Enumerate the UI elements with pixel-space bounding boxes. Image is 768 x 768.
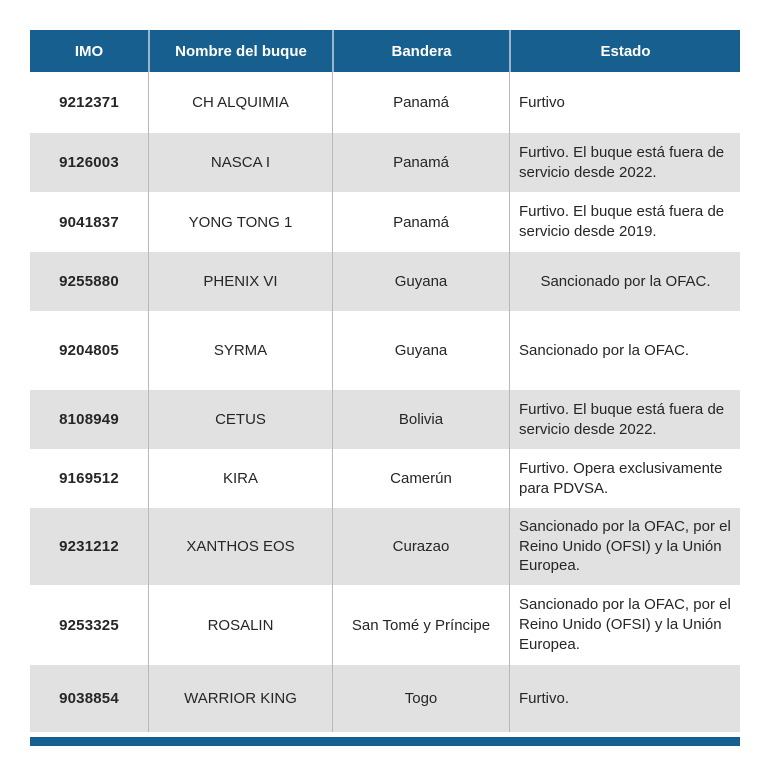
cell-bandera: Curazao [332,508,509,585]
cell-nombre: WARRIOR KING [148,665,332,732]
table-row: 9204805 SYRMA Guyana Sancionado por la O… [30,311,740,390]
cell-bandera: San Tomé y Príncipe [332,585,509,665]
cell-estado: Furtivo [509,72,740,133]
table-row: 9041837 YONG TONG 1 Panamá Furtivo. El b… [30,192,740,252]
column-header-nombre: Nombre del buque [148,30,332,72]
cell-nombre: CETUS [148,390,332,449]
table-row: 9038854 WARRIOR KING Togo Furtivo. [30,665,740,732]
table-row: 9212371 CH ALQUIMIA Panamá Furtivo [30,72,740,133]
cell-nombre: ROSALIN [148,585,332,665]
cell-nombre: KIRA [148,449,332,508]
cell-imo: 9169512 [59,470,119,487]
cell-imo: 9126003 [59,154,119,171]
column-header-imo: IMO [30,30,148,72]
cell-estado: Furtivo. El buque está fuera de servicio… [509,390,740,449]
cell-imo: 9212371 [59,94,119,111]
table-row: 8108949 CETUS Bolivia Furtivo. El buque … [30,390,740,449]
cell-imo: 9231212 [59,538,119,555]
table-body: 9212371 CH ALQUIMIA Panamá Furtivo 91260… [30,72,740,732]
cell-imo: 9204805 [59,342,119,359]
cell-nombre: CH ALQUIMIA [148,72,332,133]
cell-estado: Sancionado por la OFAC, por el Reino Uni… [509,508,740,585]
table-row: 9253325 ROSALIN San Tomé y Príncipe Sanc… [30,585,740,665]
cell-estado: Furtivo. Opera exclusivamente para PDVSA… [509,449,740,508]
cell-bandera: Bolivia [332,390,509,449]
cell-bandera: Togo [332,665,509,732]
cell-nombre: PHENIX VI [148,252,332,311]
cell-bandera: Camerún [332,449,509,508]
cell-bandera: Guyana [332,252,509,311]
cell-estado: Sancionado por la OFAC. [509,311,740,390]
cell-estado: Furtivo. El buque está fuera de servicio… [509,192,740,252]
cell-bandera: Guyana [332,311,509,390]
cell-nombre: YONG TONG 1 [148,192,332,252]
table-row: 9169512 KIRA Camerún Furtivo. Opera excl… [30,449,740,508]
vessels-table: IMO Nombre del buque Bandera Estado 9212… [30,30,740,746]
table-row: 9126003 NASCA I Panamá Furtivo. El buque… [30,133,740,192]
cell-imo: 9041837 [59,213,119,231]
cell-nombre: XANTHOS EOS [148,508,332,585]
column-header-estado: Estado [509,30,740,72]
cell-imo: 9255880 [59,273,119,290]
table-header-row: IMO Nombre del buque Bandera Estado [30,30,740,72]
cell-estado: Sancionado por la OFAC. [509,252,740,311]
cell-estado: Furtivo. El buque está fuera de servicio… [509,133,740,192]
column-header-bandera: Bandera [332,30,509,72]
cell-bandera: Panamá [332,72,509,133]
cell-imo: 9038854 [59,690,119,707]
table-footer-accent-bar [30,737,740,746]
cell-bandera: Panamá [332,192,509,252]
cell-estado: Furtivo. [509,665,740,732]
table-row: 9231212 XANTHOS EOS Curazao Sancionado p… [30,508,740,585]
cell-estado: Sancionado por la OFAC, por el Reino Uni… [509,585,740,665]
cell-imo: 9253325 [59,616,119,634]
cell-imo: 8108949 [59,411,119,428]
cell-bandera: Panamá [332,133,509,192]
cell-nombre: NASCA I [148,133,332,192]
table-row: 9255880 PHENIX VI Guyana Sancionado por … [30,252,740,311]
cell-nombre: SYRMA [148,311,332,390]
